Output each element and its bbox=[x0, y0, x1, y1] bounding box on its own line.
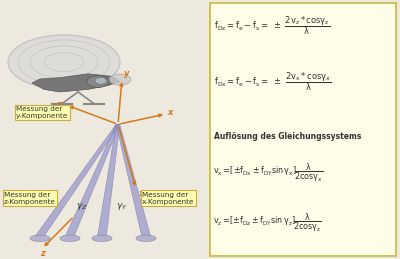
Text: Messung der
z-Komponente: Messung der z-Komponente bbox=[4, 192, 56, 205]
Text: $\gamma_Y$: $\gamma_Y$ bbox=[116, 202, 128, 212]
Text: Auflösung des Gleichungssystems: Auflösung des Gleichungssystems bbox=[214, 132, 361, 141]
Ellipse shape bbox=[109, 74, 131, 85]
Polygon shape bbox=[36, 124, 120, 236]
Ellipse shape bbox=[87, 76, 109, 87]
Text: y: y bbox=[124, 69, 130, 78]
Text: z: z bbox=[40, 249, 45, 258]
Text: $\mathsf{v_x=\!\left[\pm f_{Dx}\pm f_{DY}\sin\gamma_x\right]\!\dfrac{\lambda}{2c: $\mathsf{v_x=\!\left[\pm f_{Dx}\pm f_{DY… bbox=[213, 162, 323, 184]
Ellipse shape bbox=[136, 235, 156, 241]
Text: z: z bbox=[56, 100, 61, 110]
Text: x: x bbox=[168, 108, 173, 117]
Ellipse shape bbox=[60, 235, 80, 241]
Polygon shape bbox=[98, 124, 120, 236]
Text: $\mathsf{v_z=\!\left[\pm f_{Dz}\pm f_{DY}\sin\gamma_z\right]\!\dfrac{\lambda}{2c: $\mathsf{v_z=\!\left[\pm f_{Dz}\pm f_{DY… bbox=[213, 211, 322, 234]
Polygon shape bbox=[32, 74, 120, 92]
Ellipse shape bbox=[30, 235, 50, 241]
FancyBboxPatch shape bbox=[210, 3, 396, 256]
Text: $\mathsf{f_{Dx}=f_e-f_s=\ \pm\ \dfrac{2v_x*cos\gamma_x}{\lambda}}$: $\mathsf{f_{Dx}=f_e-f_s=\ \pm\ \dfrac{2v… bbox=[214, 70, 332, 92]
Ellipse shape bbox=[95, 77, 106, 84]
Polygon shape bbox=[66, 124, 120, 236]
Ellipse shape bbox=[92, 235, 112, 241]
Ellipse shape bbox=[8, 35, 120, 89]
Text: $\gamma_Z$: $\gamma_Z$ bbox=[76, 202, 88, 212]
Text: x: x bbox=[138, 189, 143, 198]
Text: $\mathsf{f_{Dz}=f_e-f_s=\ \pm\ \dfrac{2v_z*cos\gamma_z}{\lambda}}$: $\mathsf{f_{Dz}=f_e-f_s=\ \pm\ \dfrac{2v… bbox=[214, 14, 330, 37]
Text: Messung der
x-Komponente: Messung der x-Komponente bbox=[142, 192, 194, 205]
Text: Messung der
y-Komponente: Messung der y-Komponente bbox=[16, 106, 68, 119]
Polygon shape bbox=[116, 124, 150, 236]
